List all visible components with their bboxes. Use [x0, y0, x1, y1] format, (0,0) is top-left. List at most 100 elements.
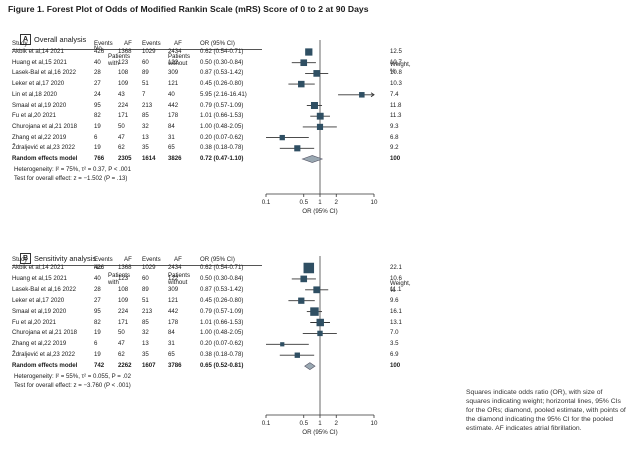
or-ci-value: 0.45 (0.26-0.80): [200, 80, 244, 88]
or-ci-value: 0.79 (0.57-1.09): [200, 101, 244, 109]
total-with-af: 2305: [118, 155, 132, 162]
weight-value: 9.6: [390, 296, 399, 304]
events-without-af: 89: [142, 69, 149, 77]
weight-value: 100: [390, 362, 401, 370]
events-without-af: 51: [142, 296, 149, 304]
study-label: Lasek-Bal et al,16 2022: [12, 69, 77, 77]
or-ci-value: 0.62 (0.54-0.71): [200, 264, 244, 271]
weight-value: 6.8: [390, 133, 399, 141]
weight-value: 11.8: [390, 101, 402, 109]
events-without-af: 60: [142, 274, 149, 282]
or-ci-value: 1.00 (0.48-2.05): [200, 329, 244, 337]
events-with-af: 82: [94, 112, 101, 120]
total-with-af: 2262: [118, 362, 132, 370]
total-with-af: 108: [118, 69, 129, 77]
events-without-af: 1029: [142, 48, 156, 55]
total-without-af: 122: [168, 58, 179, 66]
total-with-af: 171: [118, 112, 129, 120]
col-head-study: Study: [12, 256, 28, 263]
or-ci-value: 0.50 (0.30-0.84): [200, 274, 244, 282]
weight-value: 10.8: [390, 69, 402, 77]
total-without-af: 442: [168, 307, 179, 315]
or-marker-square: [313, 70, 321, 77]
or-ci-value: 0.87 (0.53-1.42): [200, 285, 244, 293]
x-tick-label: 10: [371, 420, 378, 427]
study-label: Lasek-Bal et al,16 2022: [12, 285, 77, 293]
weight-value: 13.1: [390, 318, 402, 326]
x-tick-label: 10: [371, 199, 378, 206]
total-with-af: 1368: [118, 264, 132, 271]
x-tick-label: 0.5: [299, 420, 308, 427]
total-without-af: 121: [168, 80, 179, 88]
or-marker-square: [279, 134, 285, 141]
figure-title: Figure 1. Forest Plot of Odds of Modifie…: [8, 4, 369, 14]
total-without-af: 121: [168, 296, 179, 304]
total-with-af: 171: [118, 318, 129, 326]
events-without-af: 213: [142, 101, 153, 109]
total-without-af: 3786: [168, 362, 182, 370]
events-without-af: 13: [142, 133, 149, 141]
or-ci-value: 0.20 (0.07-0.62): [200, 340, 244, 348]
study-label: Churojana et al,21 2018: [12, 329, 78, 337]
panel-title: Sensitivity analysis: [34, 254, 97, 263]
total-without-af: 442: [168, 101, 179, 109]
study-label: Huang et al,15 2021: [12, 58, 67, 66]
study-label: Zhang et al,22 2019: [12, 133, 67, 141]
events-with-af: 28: [94, 285, 101, 293]
weight-value: 9.2: [390, 144, 399, 152]
col-head-or-ci: OR (95% CI): [200, 256, 235, 263]
or-ci-value: 0.62 (0.54-0.71): [200, 48, 244, 55]
or-marker-square: [300, 59, 308, 67]
events-without-af: 35: [142, 144, 149, 152]
table-header-rule: [12, 265, 262, 266]
total-with-af: 224: [118, 307, 129, 315]
events-without-af: 213: [142, 307, 153, 315]
weight-value: 10.7: [390, 58, 402, 66]
or-marker-square: [317, 330, 323, 337]
events-without-af: 85: [142, 112, 149, 120]
study-label: Leker et al,17 2020: [12, 296, 65, 304]
events-with-af: 742: [94, 362, 105, 370]
or-ci-value: 0.38 (0.18-0.78): [200, 144, 244, 152]
events-with-af: 28: [94, 69, 101, 77]
col-head-study: Study: [12, 40, 28, 47]
total-with-af: 1368: [118, 48, 132, 55]
or-marker-square: [298, 297, 305, 304]
total-with-af: 62: [118, 351, 125, 359]
weight-value: 7.0: [390, 329, 399, 337]
or-marker-square: [359, 92, 365, 98]
col-head-no: No.: [94, 264, 104, 271]
total-without-af: 122: [168, 274, 179, 282]
events-with-af: 19: [94, 144, 101, 152]
total-without-af: 65: [168, 351, 175, 359]
study-label: Fu et al,20 2021: [12, 318, 57, 326]
events-with-af: 40: [94, 58, 101, 66]
total-with-af: 123: [118, 58, 129, 66]
or-ci-value: 5.95 (2.16-16.41): [200, 90, 247, 98]
weight-value: 7.4: [390, 90, 399, 98]
col-head-weight: Weight, %: [390, 280, 411, 294]
total-without-af: 3826: [168, 155, 182, 162]
or-marker-square: [305, 48, 313, 56]
col-head-no: No.: [94, 45, 104, 52]
weight-value: 11.3: [390, 112, 402, 120]
x-axis-label: OR (95% CI): [302, 208, 337, 215]
col-head-patients-without: Patients without: [168, 53, 191, 67]
total-without-af: 309: [168, 285, 179, 293]
total-with-af: 62: [118, 144, 125, 152]
col-head-events-with: Events: [94, 256, 113, 263]
total-without-af: 84: [168, 122, 175, 130]
x-tick-label: 1: [318, 199, 322, 206]
heterogeneity-text: Heterogeneity: I² = 55%, τ² = 0.055, P =…: [14, 373, 131, 381]
or-marker-square: [316, 112, 324, 120]
weight-value: 12.5: [390, 48, 402, 55]
or-ci-value: 0.50 (0.30-0.84): [200, 58, 244, 66]
events-without-af: 32: [142, 122, 149, 130]
col-head-patients-with: Patients with: [108, 272, 131, 286]
study-label: Ždraljević et al,23 2022: [12, 351, 76, 359]
events-without-af: 35: [142, 351, 149, 359]
study-label: Lin et al,18 2020: [12, 90, 58, 98]
study-label: Leker et al,17 2020: [12, 80, 65, 88]
overall-effect-text: Test for overall effect: z = −1.502 (P =…: [14, 175, 128, 182]
weight-value: 10.3: [390, 80, 402, 88]
